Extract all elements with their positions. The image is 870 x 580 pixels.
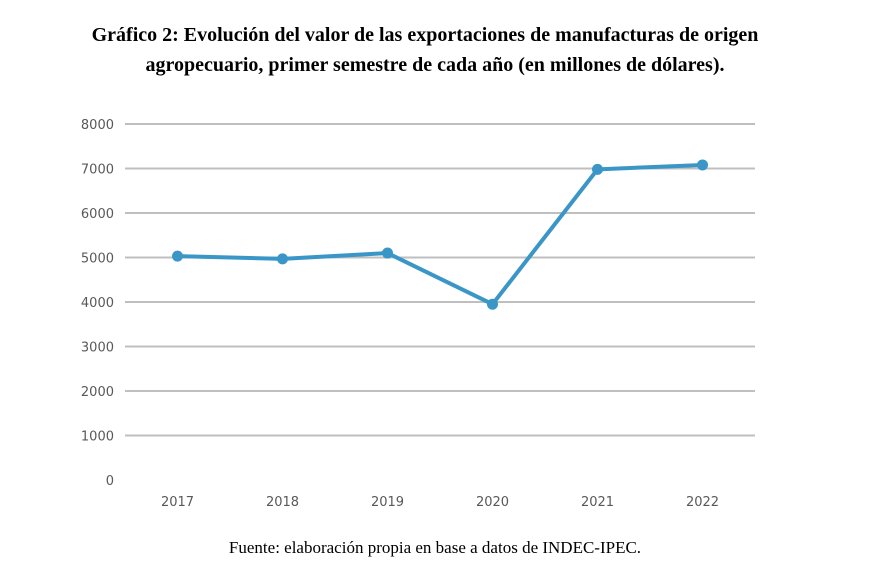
series-line-0 <box>175 162 705 307</box>
x-tick-label-2021: 2021 <box>581 495 614 510</box>
data-point-2021 <box>592 163 603 175</box>
x-tick-label-2019: 2019 <box>371 495 404 510</box>
chart-title-line-2: agropecuario, primer semestre de cada añ… <box>145 54 725 76</box>
y-tick-label-2000: 2000 <box>81 385 114 400</box>
y-tick-label-1000: 1000 <box>81 430 114 445</box>
chart-title: Gráfico 2: Evolución del valor de las ex… <box>0 20 870 80</box>
source-note: Fuente: elaboración propia en base a dat… <box>228 538 642 557</box>
data-point-2020 <box>487 298 498 310</box>
data-point-2017 <box>172 250 183 262</box>
y-tick-label-3000: 3000 <box>81 341 114 356</box>
data-point-2018 <box>277 253 288 265</box>
y-tick-label-6000: 6000 <box>81 207 114 222</box>
x-tick-label-2020: 2020 <box>476 495 509 510</box>
y-tick-label-5000: 5000 <box>81 252 114 267</box>
y-tick-label-4000: 4000 <box>81 296 114 311</box>
data-point-2019 <box>382 247 393 259</box>
chart-title-line-1: Gráfico 2: Evolución del valor de las ex… <box>91 24 759 46</box>
y-tick-label-8000: 8000 <box>81 118 114 133</box>
x-tick-label-2018: 2018 <box>266 495 299 510</box>
x-tick-label-2022: 2022 <box>686 495 719 510</box>
data-point-2022 <box>697 159 708 171</box>
x-tick-label-2017: 2017 <box>161 495 194 510</box>
y-tick-label-0: 0 <box>106 474 114 489</box>
y-tick-label-7000: 7000 <box>81 163 114 178</box>
